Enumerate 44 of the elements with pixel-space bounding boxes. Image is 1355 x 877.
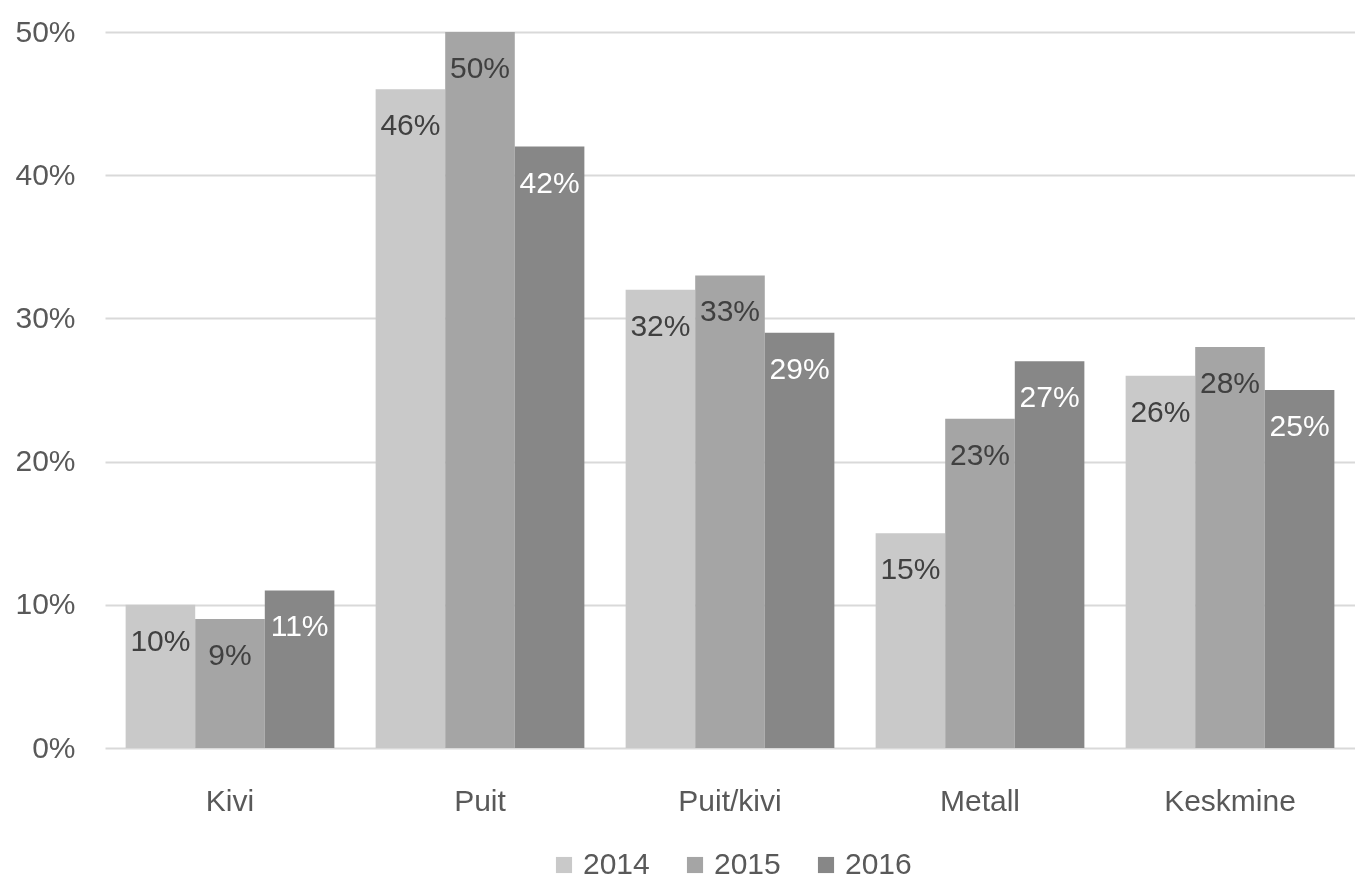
- bar: [764, 332, 835, 748]
- x-tick-label: Metall: [939, 783, 1021, 817]
- x-tick-label: Puit: [454, 783, 507, 817]
- bar: [445, 32, 515, 748]
- data-label: 15%: [880, 552, 941, 586]
- bar: [695, 275, 765, 748]
- y-tick-label: 40%: [15, 157, 76, 191]
- data-label: 50%: [449, 51, 511, 84]
- legend-label: 2014: [583, 847, 650, 877]
- bar: [1264, 390, 1335, 748]
- data-label: 23%: [949, 437, 1011, 471]
- x-tick-label: Puit/kivi: [678, 783, 782, 817]
- data-label: 33%: [699, 294, 761, 328]
- y-tick-label: 30%: [15, 300, 76, 334]
- data-label: 9%: [208, 638, 252, 672]
- data-label: 32%: [630, 308, 691, 342]
- bar: [625, 289, 696, 748]
- bar: [125, 604, 196, 748]
- bar: [195, 619, 265, 748]
- x-tick-label: Kivi: [205, 783, 255, 817]
- y-tick-label: 50%: [15, 14, 76, 48]
- legend-label: 2016: [845, 847, 912, 877]
- data-label: 42%: [519, 165, 580, 199]
- bar: [1125, 375, 1196, 748]
- bar: [264, 590, 335, 748]
- bar: [945, 418, 1015, 748]
- data-label: 10%: [130, 623, 191, 657]
- y-tick-label: 20%: [15, 444, 76, 478]
- data-label: 25%: [1269, 409, 1330, 442]
- data-label: 29%: [769, 351, 830, 385]
- bar: [1014, 361, 1085, 748]
- legend-label: 2015: [714, 847, 781, 877]
- bar: [1195, 347, 1265, 748]
- x-tick-label: Keskmine: [1164, 783, 1296, 817]
- bar: [375, 89, 446, 748]
- data-label: 26%: [1130, 394, 1191, 428]
- y-tick-label: 0%: [32, 730, 76, 764]
- data-label: 46%: [380, 108, 441, 142]
- bar: [514, 146, 585, 748]
- bar: [875, 533, 946, 748]
- data-label: 27%: [1019, 380, 1080, 414]
- data-label: 28%: [1199, 366, 1261, 400]
- y-tick-label: 10%: [15, 587, 76, 621]
- data-label: 11%: [270, 609, 329, 643]
